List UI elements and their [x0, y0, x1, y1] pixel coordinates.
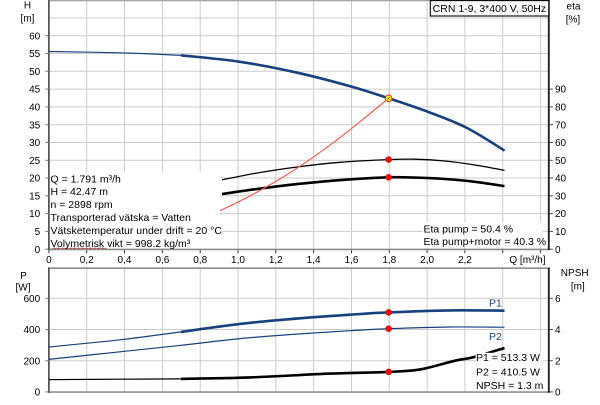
svg-text:6: 6: [555, 294, 561, 305]
svg-text:20: 20: [29, 174, 41, 185]
svg-text:2,0: 2,0: [420, 255, 434, 266]
svg-text:Q [m³/h]: Q [m³/h]: [509, 255, 545, 266]
svg-text:2: 2: [555, 356, 561, 367]
svg-text:4: 4: [555, 325, 561, 336]
svg-text:P: P: [20, 271, 27, 282]
svg-text:20: 20: [555, 209, 567, 220]
svg-text:1,0: 1,0: [231, 255, 245, 266]
svg-text:P1 = 513.3 W: P1 = 513.3 W: [476, 352, 540, 364]
svg-text:Eta pump+motor = 40.3 %: Eta pump+motor = 40.3 %: [424, 236, 547, 248]
svg-text:0,2: 0,2: [80, 255, 94, 266]
svg-text:400: 400: [24, 325, 41, 336]
svg-text:eta: eta: [567, 2, 581, 13]
svg-text:600: 600: [24, 294, 41, 305]
svg-text:[m]: [m]: [21, 14, 35, 25]
svg-text:[W]: [W]: [16, 283, 31, 294]
svg-text:40: 40: [555, 174, 567, 185]
svg-text:Vätsketemperatur under drift =: Vätsketemperatur under drift = 20 °C: [51, 225, 223, 237]
svg-text:1,2: 1,2: [269, 255, 283, 266]
svg-text:5: 5: [35, 227, 41, 238]
svg-text:30: 30: [29, 138, 41, 149]
svg-text:60: 60: [29, 31, 41, 42]
svg-text:0: 0: [35, 245, 41, 256]
svg-text:10: 10: [555, 227, 567, 238]
svg-text:15: 15: [29, 191, 41, 202]
svg-text:H = 42.47 m: H = 42.47 m: [51, 186, 109, 198]
svg-text:0: 0: [555, 245, 561, 256]
svg-text:NPSH: NPSH: [561, 268, 589, 279]
svg-text:45: 45: [29, 85, 41, 96]
svg-text:0,6: 0,6: [155, 255, 169, 266]
svg-text:Eta pump = 50.4 %: Eta pump = 50.4 %: [424, 223, 514, 235]
svg-text:25: 25: [29, 156, 41, 167]
svg-text:P2: P2: [489, 331, 502, 343]
svg-text:10: 10: [29, 209, 41, 220]
svg-text:70: 70: [555, 120, 567, 131]
svg-text:50: 50: [29, 67, 41, 78]
svg-text:0,8: 0,8: [193, 255, 207, 266]
svg-text:0: 0: [555, 388, 561, 399]
svg-text:Q = 1.791 m³/h: Q = 1.791 m³/h: [51, 173, 121, 185]
svg-text:CRN 1-9, 3*400 V, 50Hz: CRN 1-9, 3*400 V, 50Hz: [433, 3, 546, 15]
svg-text:50: 50: [555, 156, 567, 167]
svg-text:30: 30: [555, 191, 567, 202]
svg-text:200: 200: [24, 356, 41, 367]
svg-text:0: 0: [46, 255, 52, 266]
svg-text:NPSH = 1.3 m: NPSH = 1.3 m: [476, 380, 544, 392]
svg-text:H: H: [24, 1, 31, 12]
svg-text:0,4: 0,4: [118, 255, 132, 266]
svg-text:0: 0: [35, 388, 41, 399]
svg-text:P2 = 410.5 W: P2 = 410.5 W: [476, 366, 540, 378]
svg-text:90: 90: [555, 85, 567, 96]
svg-text:Volymetrisk vikt = 998.2 kg/m³: Volymetrisk vikt = 998.2 kg/m³: [51, 238, 191, 250]
svg-text:n = 2898 rpm: n = 2898 rpm: [51, 199, 113, 211]
svg-text:60: 60: [555, 138, 567, 149]
svg-text:1,4: 1,4: [307, 255, 321, 266]
svg-text:[m]: [m]: [571, 282, 585, 293]
svg-text:Transporterad vätska = Vatten: Transporterad vätska = Vatten: [51, 212, 192, 224]
svg-text:[%]: [%]: [566, 15, 581, 26]
svg-text:40: 40: [29, 103, 41, 114]
svg-text:1,8: 1,8: [382, 255, 396, 266]
svg-text:55: 55: [29, 49, 41, 60]
svg-text:2,2: 2,2: [458, 255, 472, 266]
svg-text:P1: P1: [489, 298, 502, 310]
svg-text:35: 35: [29, 120, 41, 131]
svg-text:1,6: 1,6: [345, 255, 359, 266]
svg-text:80: 80: [555, 103, 567, 114]
